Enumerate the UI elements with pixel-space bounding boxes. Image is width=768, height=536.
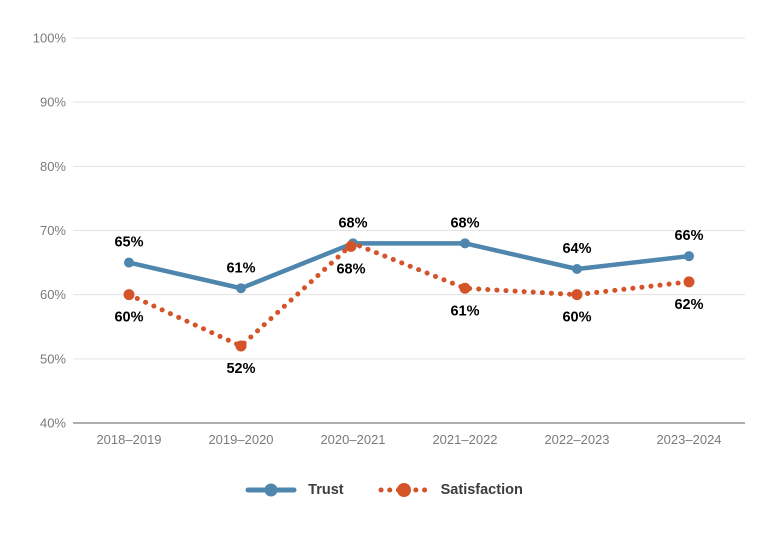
satisfaction-data-label: 62% xyxy=(674,297,703,313)
legend-item-satisfaction[interactable]: Satisfaction xyxy=(378,482,523,498)
trust-data-label: 65% xyxy=(114,235,143,251)
trust-data-label: 68% xyxy=(450,215,479,231)
x-axis-tick-label: 2019–2020 xyxy=(208,432,273,447)
y-axis-tick-label: 40% xyxy=(40,416,66,431)
trust-legend-swatch-icon xyxy=(245,483,297,497)
legend-label: Satisfaction xyxy=(440,482,523,498)
x-axis-tick-label: 2023–2024 xyxy=(656,432,721,447)
satisfaction-point-marker[interactable] xyxy=(345,240,357,252)
x-axis-tick-label: 2020–2021 xyxy=(320,432,385,447)
y-axis-tick-label: 50% xyxy=(40,351,66,366)
y-axis-tick-label: 60% xyxy=(40,287,66,302)
satisfaction-data-label: 68% xyxy=(336,261,365,277)
trust-point-marker[interactable] xyxy=(572,264,582,274)
satisfaction-data-label: 60% xyxy=(114,310,143,326)
line-chart-svg: 40% 50% 60% 70% 80% 90% 100% 2018–2019 2019–2020… xyxy=(33,31,745,447)
trust-point-marker[interactable] xyxy=(124,257,134,268)
x-axis-tick-label: 2022–2023 xyxy=(544,432,609,447)
satisfaction-line[interactable] xyxy=(126,240,692,349)
trust-point-marker[interactable] xyxy=(684,251,694,262)
y-axis-tick-label: 70% xyxy=(40,223,66,238)
trust-data-label: 66% xyxy=(674,228,703,244)
legend-label: Trust xyxy=(308,482,344,498)
satisfaction-point-marker[interactable] xyxy=(459,282,471,294)
satisfaction-point-marker[interactable] xyxy=(123,289,135,301)
satisfaction-legend-swatch-icon xyxy=(378,483,430,497)
satisfaction-data-label: 60% xyxy=(562,310,591,326)
trust-data-label: 68% xyxy=(338,215,367,231)
trust-data-label: 61% xyxy=(226,260,255,276)
legend-item-trust[interactable]: Trust xyxy=(245,482,344,498)
trust-line[interactable] xyxy=(126,241,692,291)
satisfaction-point-marker[interactable] xyxy=(571,289,583,301)
trust-data-label: 64% xyxy=(562,241,591,257)
satisfaction-point-marker[interactable] xyxy=(683,276,695,288)
satisfaction-data-label: 52% xyxy=(226,361,255,377)
chart-legend: Trust Satisfaction xyxy=(0,482,768,498)
x-axis-tick-label: 2021–2022 xyxy=(432,432,497,447)
x-axis-tick-label: 2018–2019 xyxy=(96,432,161,447)
trust-point-marker[interactable] xyxy=(236,283,246,294)
satisfaction-point-marker[interactable] xyxy=(235,340,247,352)
y-axis-tick-label: 90% xyxy=(40,95,66,110)
y-axis-tick-label: 80% xyxy=(40,159,66,174)
y-axis-tick-label: 100% xyxy=(33,31,67,46)
trust-point-marker[interactable] xyxy=(460,238,470,249)
satisfaction-data-label: 61% xyxy=(450,303,479,319)
